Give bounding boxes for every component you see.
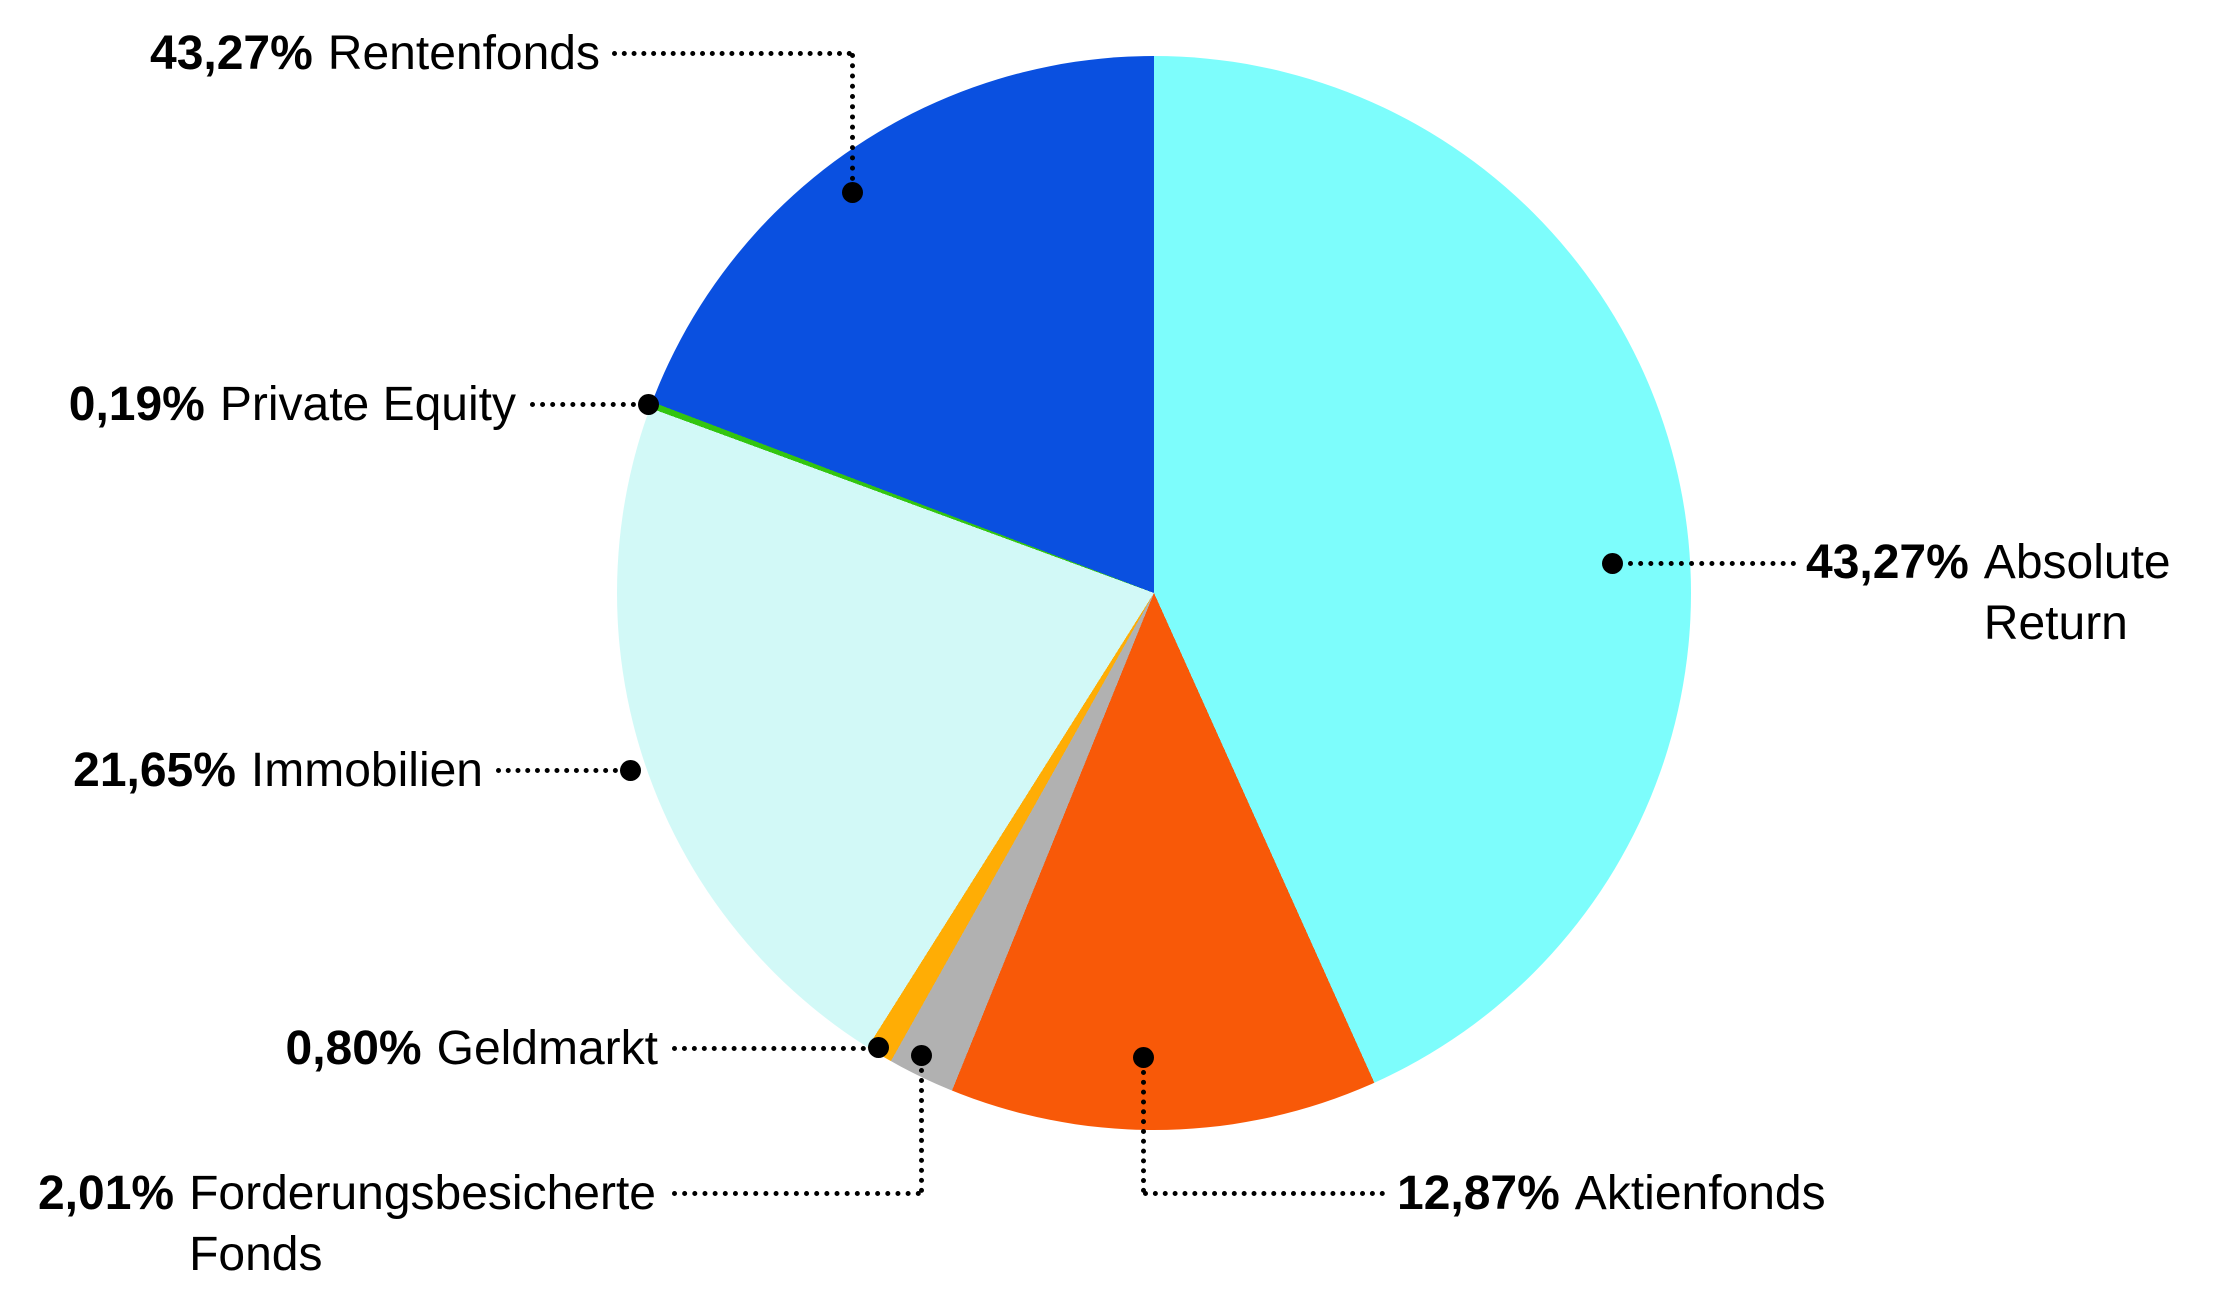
leader-line xyxy=(919,1068,924,1193)
leader-dot xyxy=(1133,1047,1154,1068)
leader-dot xyxy=(620,760,641,781)
slice-label: 2,01% Forderungsbesicherte Fonds xyxy=(38,1163,656,1285)
slice-percent: 12,87% xyxy=(1397,1166,1560,1220)
pie xyxy=(617,56,1691,1130)
leader-line xyxy=(530,402,636,407)
leader-line xyxy=(850,53,855,181)
slice-label: 43,27% Rentenfonds xyxy=(150,23,600,84)
leader-line xyxy=(1628,561,1796,566)
leader-dot xyxy=(842,182,863,203)
leader-line xyxy=(612,51,852,56)
slice-name: Geldmarkt xyxy=(436,1021,658,1075)
slice-label: 43,27% Absolute Return xyxy=(1806,532,2171,654)
leader-line xyxy=(672,1191,921,1196)
slice-name: Absolute Return xyxy=(1983,535,2171,650)
slice-percent: 2,01% xyxy=(37,1166,175,1220)
leader-dot xyxy=(1602,553,1623,574)
slice-name: Rentenfonds xyxy=(327,26,600,80)
slice-label: 0,80% Geldmarkt xyxy=(286,1018,659,1079)
slice-label: 12,87% Aktienfonds xyxy=(1397,1163,1826,1224)
slice-percent: 21,65% xyxy=(73,743,236,797)
slice-percent: 0,80% xyxy=(285,1021,422,1075)
leader-dot xyxy=(868,1037,889,1058)
slice-percent: 0,19% xyxy=(68,377,205,431)
leader-line xyxy=(1141,1070,1146,1193)
slice-name: Immobilien xyxy=(250,743,483,797)
slice-percent: 43,27% xyxy=(1806,535,1969,589)
slice-label: 21,65% Immobilien xyxy=(73,740,483,801)
leader-line xyxy=(672,1046,866,1051)
slice-name: Private Equity xyxy=(219,377,516,431)
leader-dot xyxy=(911,1045,932,1066)
slice-percent: 43,27% xyxy=(150,26,313,80)
slice-label: 0,19% Private Equity xyxy=(69,374,516,435)
leader-line xyxy=(1143,1191,1385,1196)
slice-name: Forderungsbesicherte Fonds xyxy=(189,1166,656,1281)
slice-name: Aktienfonds xyxy=(1574,1166,1826,1220)
leader-dot xyxy=(638,394,659,415)
leader-line xyxy=(496,768,618,773)
